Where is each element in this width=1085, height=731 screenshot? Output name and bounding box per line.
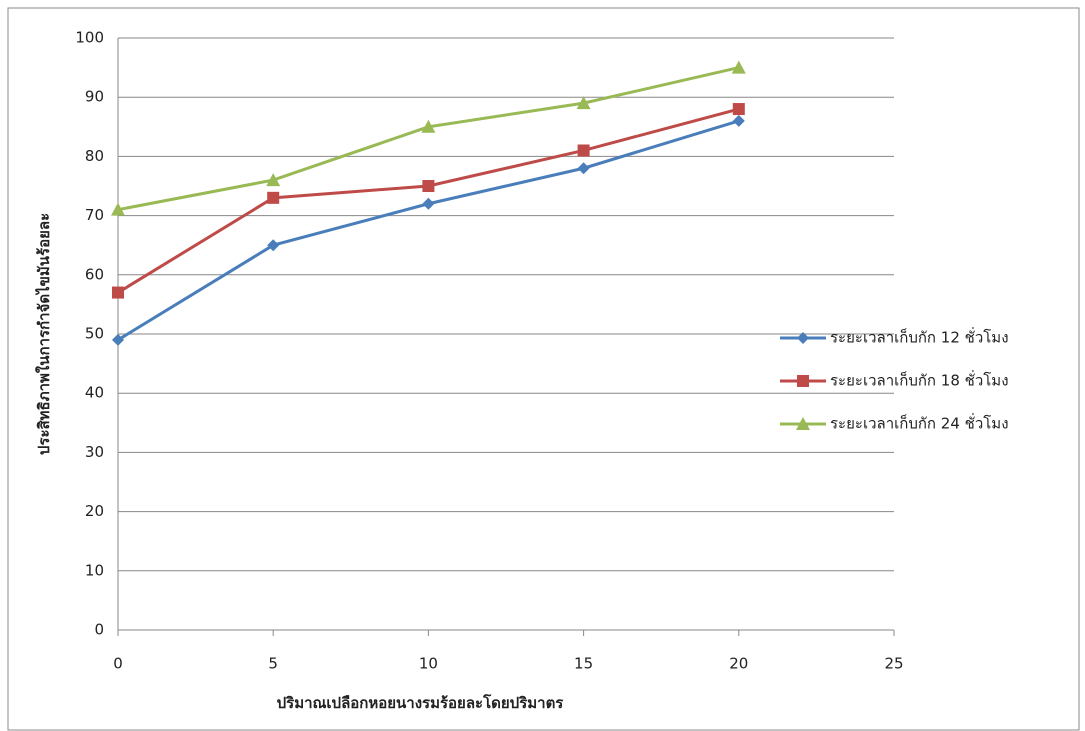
data-point [112, 286, 124, 299]
y-tick-label: 60 [85, 265, 104, 283]
legend-marker [796, 417, 810, 430]
data-point [266, 173, 281, 187]
data-point [576, 96, 591, 110]
data-point [577, 144, 590, 157]
x-tick-label: 10 [419, 655, 438, 673]
y-tick-label: 80 [85, 147, 104, 165]
data-point [112, 333, 124, 346]
x-tick-label: 0 [113, 655, 123, 673]
chart-frame [7, 7, 1080, 731]
data-point [577, 162, 590, 175]
legend-marker [797, 375, 809, 387]
legend-marker [797, 332, 809, 344]
data-point [422, 197, 435, 210]
y-tick-label: 20 [85, 502, 104, 520]
x-tick-label: 25 [884, 655, 903, 673]
data-point [731, 60, 746, 74]
x-tick-label: 5 [268, 655, 278, 673]
data-point [732, 103, 745, 116]
x-axis-label: ปริมาณเปลือกหอยนางรมร้อยละโดยปริมาตร [277, 693, 565, 712]
legend-label: ระยะเวลาเก็บกัก 24 ชั่วโมง [830, 413, 1009, 433]
data-point [422, 180, 435, 192]
y-tick-label: 90 [85, 88, 104, 106]
data-point [267, 191, 280, 204]
data-point [732, 114, 745, 127]
y-tick-label: 50 [85, 325, 104, 343]
legend-label: ระยะเวลาเก็บกัก 18 ชั่วโมง [830, 370, 1009, 390]
y-tick-label: 0 [94, 621, 104, 639]
x-tick-label: 20 [729, 655, 748, 673]
y-tick-label: 30 [85, 443, 104, 461]
x-tick-label: 15 [574, 655, 593, 673]
data-point [421, 119, 436, 133]
data-point [111, 202, 125, 216]
y-tick-label: 100 [75, 29, 104, 47]
y-tick-label: 70 [85, 206, 104, 224]
y-tick-label: 10 [85, 561, 104, 579]
data-point [267, 239, 280, 252]
legend-label: ระยะเวลาเก็บกัก 12 ชั่วโมง [830, 327, 1009, 347]
y-tick-label: 40 [85, 384, 104, 402]
y-axis-label: ประสิทธิภาพในการกำจัดไขมันร้อยละ [34, 213, 53, 455]
